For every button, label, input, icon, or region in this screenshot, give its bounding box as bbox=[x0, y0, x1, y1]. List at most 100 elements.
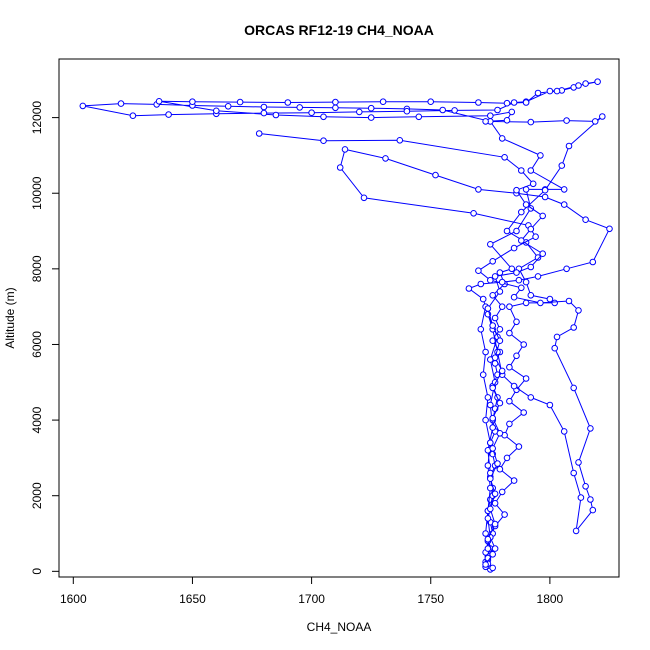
x-tick-label: 1700 bbox=[298, 592, 325, 606]
data-point bbox=[487, 112, 494, 119]
data-point bbox=[518, 284, 525, 292]
series-1 bbox=[336, 146, 613, 568]
data-point bbox=[522, 375, 530, 382]
data-point bbox=[570, 324, 578, 331]
data-point bbox=[79, 102, 87, 110]
x-axis: 1600 1650 1700 1750 1800 bbox=[60, 576, 564, 606]
data-point bbox=[534, 273, 542, 280]
data-point bbox=[356, 108, 363, 116]
y-tick-label: 12000 bbox=[30, 101, 44, 135]
data-point bbox=[484, 305, 492, 312]
series-layer bbox=[79, 78, 613, 573]
data-point bbox=[494, 106, 501, 114]
data-point bbox=[482, 561, 489, 568]
data-point bbox=[465, 285, 473, 292]
data-point bbox=[503, 117, 511, 124]
data-point bbox=[479, 371, 487, 379]
data-point bbox=[577, 494, 585, 501]
data-point bbox=[565, 142, 573, 150]
data-point bbox=[506, 329, 513, 337]
data-point bbox=[255, 130, 263, 137]
data-point bbox=[563, 265, 570, 273]
data-point bbox=[510, 244, 518, 252]
x-tick-label: 1800 bbox=[537, 592, 564, 606]
data-point bbox=[487, 241, 494, 248]
data-point bbox=[272, 111, 280, 119]
chart-title: ORCAS RF12-19 CH4_NOAA bbox=[244, 22, 434, 38]
data-point bbox=[367, 114, 375, 121]
data-point bbox=[379, 98, 387, 105]
data-point bbox=[491, 354, 499, 362]
data-point bbox=[484, 394, 492, 401]
data-point bbox=[487, 505, 494, 513]
data-point bbox=[522, 201, 530, 208]
data-point bbox=[296, 104, 304, 111]
data-point bbox=[606, 225, 613, 233]
data-point bbox=[403, 107, 411, 115]
data-point bbox=[508, 108, 516, 116]
data-point bbox=[515, 443, 523, 450]
data-point bbox=[491, 545, 499, 552]
data-point bbox=[522, 278, 530, 286]
data-point bbox=[496, 337, 504, 345]
series-line bbox=[259, 133, 544, 565]
data-point bbox=[479, 295, 487, 303]
data-point bbox=[560, 186, 568, 193]
data-point bbox=[491, 314, 499, 322]
data-point bbox=[575, 82, 582, 89]
data-point bbox=[513, 186, 520, 194]
y-axis: 0 2000 4000 6000 8000 10000 12000 bbox=[30, 101, 60, 575]
data-point bbox=[482, 118, 489, 125]
series-2 bbox=[255, 130, 547, 568]
data-point bbox=[599, 113, 606, 120]
data-point bbox=[496, 430, 504, 437]
data-point bbox=[341, 146, 349, 153]
data-point bbox=[513, 352, 520, 360]
data-point bbox=[489, 384, 497, 392]
plot-frame bbox=[58, 58, 620, 578]
y-tick-label: 4000 bbox=[30, 406, 44, 433]
y-tick-label: 2000 bbox=[30, 482, 44, 509]
data-point bbox=[487, 475, 494, 483]
data-point bbox=[537, 299, 544, 307]
data-point bbox=[320, 137, 327, 144]
data-point bbox=[189, 98, 196, 105]
data-point bbox=[284, 99, 292, 106]
data-point bbox=[541, 193, 549, 201]
data-point bbox=[501, 511, 508, 518]
data-point bbox=[396, 137, 404, 144]
data-point bbox=[491, 490, 499, 498]
x-tick-label: 1650 bbox=[179, 592, 206, 606]
data-point bbox=[503, 99, 511, 107]
data-point bbox=[503, 454, 511, 462]
data-point bbox=[582, 216, 589, 223]
data-point bbox=[155, 98, 163, 105]
data-point bbox=[482, 416, 489, 424]
data-point bbox=[589, 506, 597, 514]
data-point bbox=[498, 278, 506, 286]
data-point bbox=[487, 276, 494, 284]
data-point bbox=[527, 292, 535, 299]
y-tick-label: 6000 bbox=[30, 331, 44, 358]
data-point bbox=[591, 118, 599, 125]
data-point bbox=[582, 80, 589, 87]
data-point bbox=[470, 210, 477, 217]
data-point bbox=[501, 154, 508, 161]
data-point bbox=[560, 428, 568, 435]
data-point bbox=[520, 341, 528, 348]
data-point bbox=[506, 363, 513, 371]
data-point bbox=[510, 477, 518, 484]
data-point bbox=[582, 483, 589, 490]
data-point bbox=[432, 171, 439, 179]
data-point bbox=[522, 299, 530, 307]
data-point bbox=[336, 164, 344, 171]
data-point bbox=[551, 344, 559, 352]
data-point bbox=[489, 322, 497, 329]
data-point bbox=[496, 269, 504, 276]
data-point bbox=[475, 99, 482, 106]
data-point bbox=[427, 98, 435, 105]
data-point bbox=[332, 98, 339, 106]
data-point bbox=[539, 212, 547, 220]
data-point bbox=[308, 109, 315, 116]
data-point bbox=[506, 303, 513, 311]
